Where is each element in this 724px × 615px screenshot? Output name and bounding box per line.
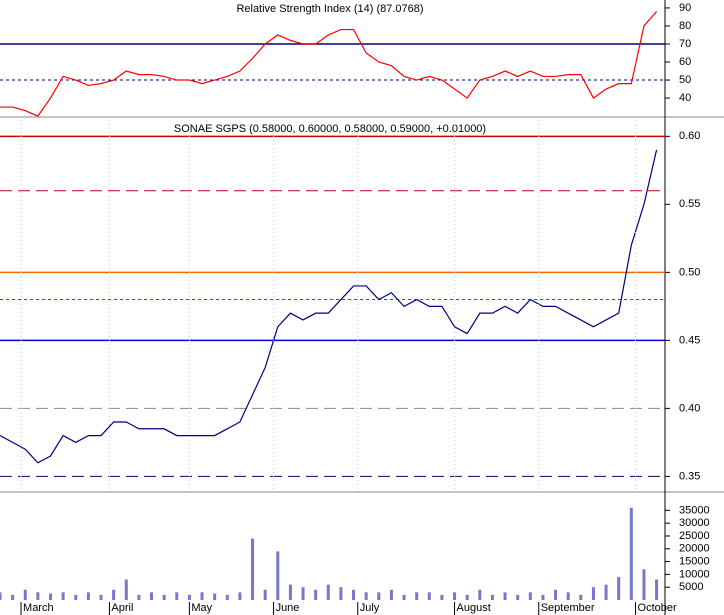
volume-bar xyxy=(74,594,78,600)
volume-bar xyxy=(200,592,204,600)
y-tick-label: 35000 xyxy=(679,504,710,516)
volume-bar xyxy=(503,592,507,600)
y-tick-label: 40 xyxy=(679,92,691,104)
volume-bar xyxy=(415,592,419,600)
volume-bar xyxy=(528,592,532,600)
y-tick-label: 50 xyxy=(679,74,691,86)
volume-bar xyxy=(99,594,103,600)
volume-bar xyxy=(655,579,659,600)
volume-bar xyxy=(427,592,431,600)
volume-bar xyxy=(566,592,570,600)
y-tick-label: 5000 xyxy=(679,581,703,593)
volume-bar xyxy=(213,593,217,600)
x-tick-label: September xyxy=(541,602,595,614)
y-tick-label: 0.60 xyxy=(679,130,700,142)
volume-bar xyxy=(389,589,393,600)
y-tick-label: 0.45 xyxy=(679,334,700,346)
y-tick-label: 0.40 xyxy=(679,402,700,414)
pane-title: SONAE SGPS (0.58000, 0.60000, 0.58000, 0… xyxy=(174,123,486,135)
volume-bar xyxy=(465,594,469,600)
volume-bar xyxy=(314,589,318,600)
y-tick-label: 10000 xyxy=(679,568,710,580)
volume-bar xyxy=(251,538,255,600)
y-tick-label: 80 xyxy=(679,20,691,32)
volume-bar xyxy=(112,589,116,600)
y-tick-label: 90 xyxy=(679,2,691,14)
volume-bar xyxy=(339,587,343,600)
x-tick-label: March xyxy=(23,602,54,614)
series-line xyxy=(0,11,658,117)
volume-bar xyxy=(225,594,229,600)
volume-bar xyxy=(86,592,90,600)
volume-bar xyxy=(478,589,482,600)
volume-bar xyxy=(440,594,444,600)
y-tick-label: 0.35 xyxy=(679,470,700,482)
volume-bar xyxy=(352,589,356,600)
x-tick-label: June xyxy=(276,602,300,614)
x-tick-label: August xyxy=(457,602,491,614)
volume-bar xyxy=(617,576,621,600)
volume-bar xyxy=(263,589,267,600)
volume-bar xyxy=(591,587,595,600)
volume-bar xyxy=(162,594,166,600)
volume-bar xyxy=(49,593,53,600)
x-tick-label: July xyxy=(360,602,380,614)
volume-bar xyxy=(453,592,457,600)
y-tick-label: 25000 xyxy=(679,530,710,542)
y-tick-label: 15000 xyxy=(679,555,710,567)
volume-bar xyxy=(124,579,128,600)
x-tick-label: May xyxy=(191,602,212,614)
pane-title: Relative Strength Index (14) (87.0768) xyxy=(236,3,423,15)
volume-bar xyxy=(541,594,545,600)
volume-bar xyxy=(0,592,2,600)
volume-bar xyxy=(150,592,154,600)
volume-bar xyxy=(11,594,15,600)
volume-bar xyxy=(377,592,381,600)
volume-bar xyxy=(629,507,633,600)
y-tick-label: 60 xyxy=(679,56,691,68)
y-tick-label: 20000 xyxy=(679,543,710,555)
volume-bar xyxy=(238,592,242,600)
x-tick-label: October xyxy=(638,602,677,614)
volume-bar xyxy=(604,584,608,600)
y-tick-label: 0.50 xyxy=(679,266,700,278)
volume-bar xyxy=(301,587,305,600)
volume-bar xyxy=(276,551,280,600)
volume-bar xyxy=(23,589,27,600)
volume-bar xyxy=(288,584,292,600)
volume-bar xyxy=(137,594,141,600)
x-tick-label: April xyxy=(111,602,133,614)
volume-bar xyxy=(364,592,368,600)
volume-bar xyxy=(490,594,494,600)
volume-bar xyxy=(642,569,646,600)
series-line xyxy=(0,149,658,464)
volume-bar xyxy=(402,594,406,600)
volume-bar xyxy=(61,592,65,600)
y-tick-label: 70 xyxy=(679,38,691,50)
y-tick-label: 30000 xyxy=(679,517,710,529)
y-tick-label: 0.55 xyxy=(679,198,700,210)
volume-bar xyxy=(516,594,520,600)
volume-bar xyxy=(187,594,191,600)
volume-bar xyxy=(554,589,558,600)
volume-bar xyxy=(326,584,330,600)
volume-bar xyxy=(579,594,583,600)
volume-bar xyxy=(36,592,40,600)
volume-bar xyxy=(175,592,179,600)
